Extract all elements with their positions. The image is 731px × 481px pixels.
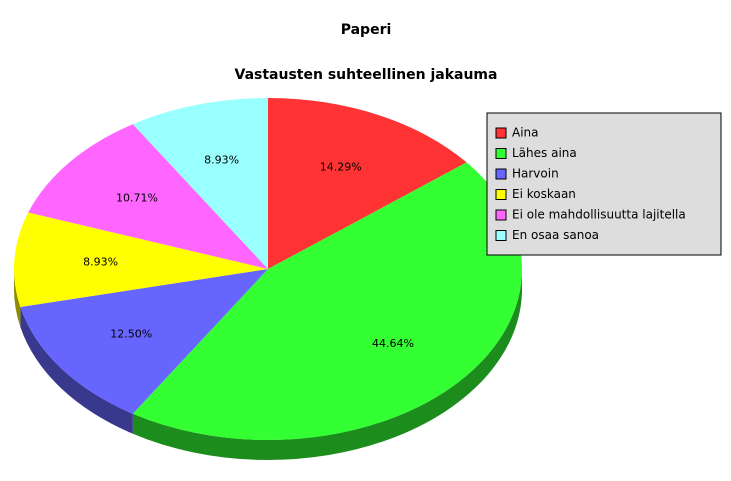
legend-label: Ei ole mahdollisuutta lajitella <box>512 208 686 222</box>
legend-label: Harvoin <box>512 167 559 181</box>
data-label: 8.93% <box>83 256 118 269</box>
slice <box>28 124 269 270</box>
legend-label: En osaa sanoa <box>512 228 599 242</box>
legend-swatch <box>495 189 507 200</box>
chart-subtitle: Vastausten suhteellinen jakauma <box>235 67 498 83</box>
slice <box>268 98 467 269</box>
legend-swatch <box>495 168 507 180</box>
legend-swatch <box>495 148 507 159</box>
slice-side <box>20 307 133 434</box>
data-label: 44.64% <box>372 337 414 350</box>
slice-side <box>14 269 21 328</box>
legend-swatch <box>495 209 507 221</box>
data-label: 14.29% <box>320 160 362 173</box>
chart-title: Paperi <box>341 22 392 38</box>
legend-swatch <box>495 230 507 241</box>
slice <box>132 162 523 441</box>
legend-label: Ei koskaan <box>512 187 576 201</box>
slice <box>132 98 268 269</box>
legend-swatch <box>495 127 507 139</box>
legend-label: Lähes aina <box>512 146 577 160</box>
slice-side <box>132 269 522 460</box>
legend-label: Aina <box>512 126 539 140</box>
data-label: 8.93% <box>204 154 239 167</box>
legend-box <box>486 112 722 256</box>
data-label: 10.71% <box>116 192 158 205</box>
data-label: 12.50% <box>110 327 152 340</box>
slice <box>13 212 269 308</box>
slice <box>20 269 269 414</box>
